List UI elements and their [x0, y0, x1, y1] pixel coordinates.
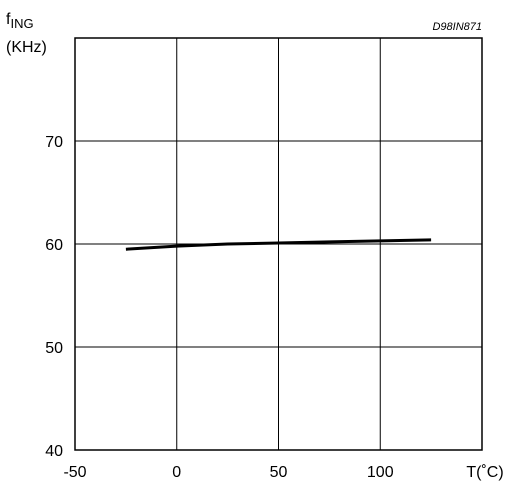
y-axis-label: fING	[6, 11, 34, 31]
x-tick-label: 100	[367, 464, 394, 481]
x-tick-label: 50	[270, 464, 288, 481]
y-tick-label: 40	[45, 443, 63, 460]
series-line	[125, 238, 432, 251]
y-tick-label: 70	[45, 134, 63, 151]
x-tick-labels: -50 0 50 100	[63, 464, 393, 481]
plot-frame	[74, 37, 483, 451]
y-tick-labels: 40 50 60 70	[45, 134, 63, 460]
x-tick-label: -50	[63, 464, 86, 481]
x-tick-label: 0	[172, 464, 181, 481]
x-axis-label: T(˚C)	[466, 464, 503, 481]
figure-code: D98IN871	[432, 21, 482, 33]
y-tick-label: 60	[45, 237, 63, 254]
y-axis-label-sub: ING	[10, 16, 33, 31]
y-axis-unit: (KHz)	[6, 39, 47, 56]
y-axis-label-main: f	[6, 11, 11, 28]
y-tick-label: 50	[45, 340, 63, 357]
